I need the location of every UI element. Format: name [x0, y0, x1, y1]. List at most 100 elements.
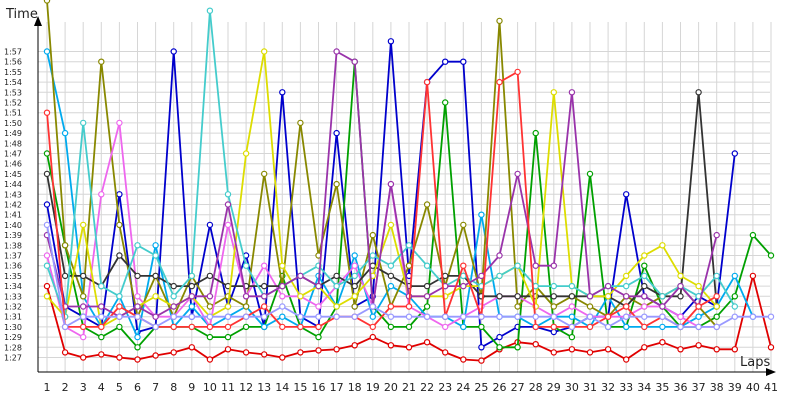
data-point: [478, 344, 485, 351]
data-point: [604, 293, 612, 300]
data-point: [242, 293, 250, 300]
data-point: [659, 323, 666, 331]
axes: [34, 16, 776, 376]
data-point: [442, 99, 449, 106]
data-point: [279, 354, 286, 361]
data-point: [98, 313, 105, 320]
y-tick-label: 1:46: [4, 160, 22, 169]
data-point: [423, 303, 431, 310]
data-point: [297, 313, 304, 320]
y-tick-label: 1:45: [4, 170, 22, 179]
data-point: [369, 333, 376, 341]
data-point: [387, 313, 395, 320]
data-point: [514, 344, 521, 351]
data-point: [116, 323, 123, 331]
data-point: [387, 272, 395, 280]
data-point: [79, 354, 87, 361]
data-point: [43, 109, 51, 116]
x-tick-label: 19: [366, 381, 380, 394]
data-point: [387, 262, 395, 269]
data-point: [79, 272, 87, 280]
data-point: [387, 180, 395, 188]
data-point: [188, 293, 195, 300]
data-point: [261, 262, 268, 269]
data-point: [496, 344, 503, 351]
data-point: [116, 354, 123, 361]
data-point: [478, 313, 485, 320]
data-point: [550, 282, 558, 290]
data-point: [550, 262, 558, 269]
data-point: [43, 48, 51, 55]
x-tick-label: 35: [655, 381, 669, 394]
data-point: [496, 252, 503, 259]
data-point: [532, 129, 539, 137]
data-point: [568, 313, 576, 320]
data-point: [677, 293, 684, 300]
data-point: [586, 349, 594, 356]
data-point: [351, 293, 358, 300]
data-point: [460, 58, 467, 65]
data-point: [333, 303, 340, 310]
data-point: [369, 231, 376, 239]
data-point: [351, 272, 358, 280]
data-point: [134, 272, 141, 280]
data-point: [333, 272, 340, 280]
data-point: [351, 313, 358, 320]
data-point: [514, 293, 521, 300]
data-point: [297, 119, 304, 127]
data-point: [749, 231, 757, 239]
data-point: [586, 170, 594, 178]
x-tick-label: 7: [152, 381, 159, 394]
data-point: [351, 58, 358, 65]
y-tick-label: 1:37: [4, 252, 22, 261]
data-point: [496, 333, 503, 341]
data-point: [387, 323, 395, 331]
data-point: [224, 303, 232, 310]
x-tick-label: 8: [170, 381, 177, 394]
data-point: [532, 323, 539, 331]
data-point: [261, 170, 268, 178]
data-point: [116, 303, 123, 310]
y-tick-label: 1:54: [4, 78, 22, 87]
data-point: [351, 252, 358, 259]
y-tick-label: 1:29: [4, 333, 22, 342]
data-point: [224, 333, 232, 341]
y-tick-label: 1:35: [4, 272, 22, 281]
y-axis-title: Time: [5, 7, 38, 22]
data-point: [224, 346, 232, 353]
x-tick-label: 22: [420, 381, 434, 394]
data-point: [79, 333, 87, 341]
data-point: [442, 313, 449, 320]
data-point: [170, 293, 177, 300]
data-point: [206, 333, 214, 341]
data-point: [641, 313, 648, 320]
data-point: [188, 272, 195, 280]
x-tick-label: 37: [692, 381, 706, 394]
data-point: [460, 313, 467, 320]
data-point: [405, 303, 413, 310]
data-point: [568, 323, 576, 331]
data-point: [170, 282, 177, 290]
y-tick-label: 1:47: [4, 150, 22, 159]
x-tick-label: 28: [529, 381, 543, 394]
data-point: [713, 313, 720, 320]
y-tick-label: 1:33: [4, 292, 22, 301]
data-point: [116, 119, 123, 127]
x-tick-label: 1: [44, 381, 51, 394]
data-point: [279, 89, 286, 96]
data-point: [568, 282, 576, 290]
data-point: [98, 333, 105, 341]
data-point: [134, 303, 141, 310]
data-point: [297, 272, 304, 280]
data-point: [532, 282, 539, 290]
data-point: [695, 342, 702, 349]
data-point: [170, 48, 177, 55]
data-point: [442, 349, 449, 356]
data-point: [261, 313, 268, 320]
x-tick-label: 38: [710, 381, 724, 394]
data-point: [333, 48, 340, 55]
data-point: [116, 191, 123, 198]
data-point: [61, 129, 69, 137]
data-point: [641, 282, 648, 290]
data-point: [333, 313, 340, 320]
